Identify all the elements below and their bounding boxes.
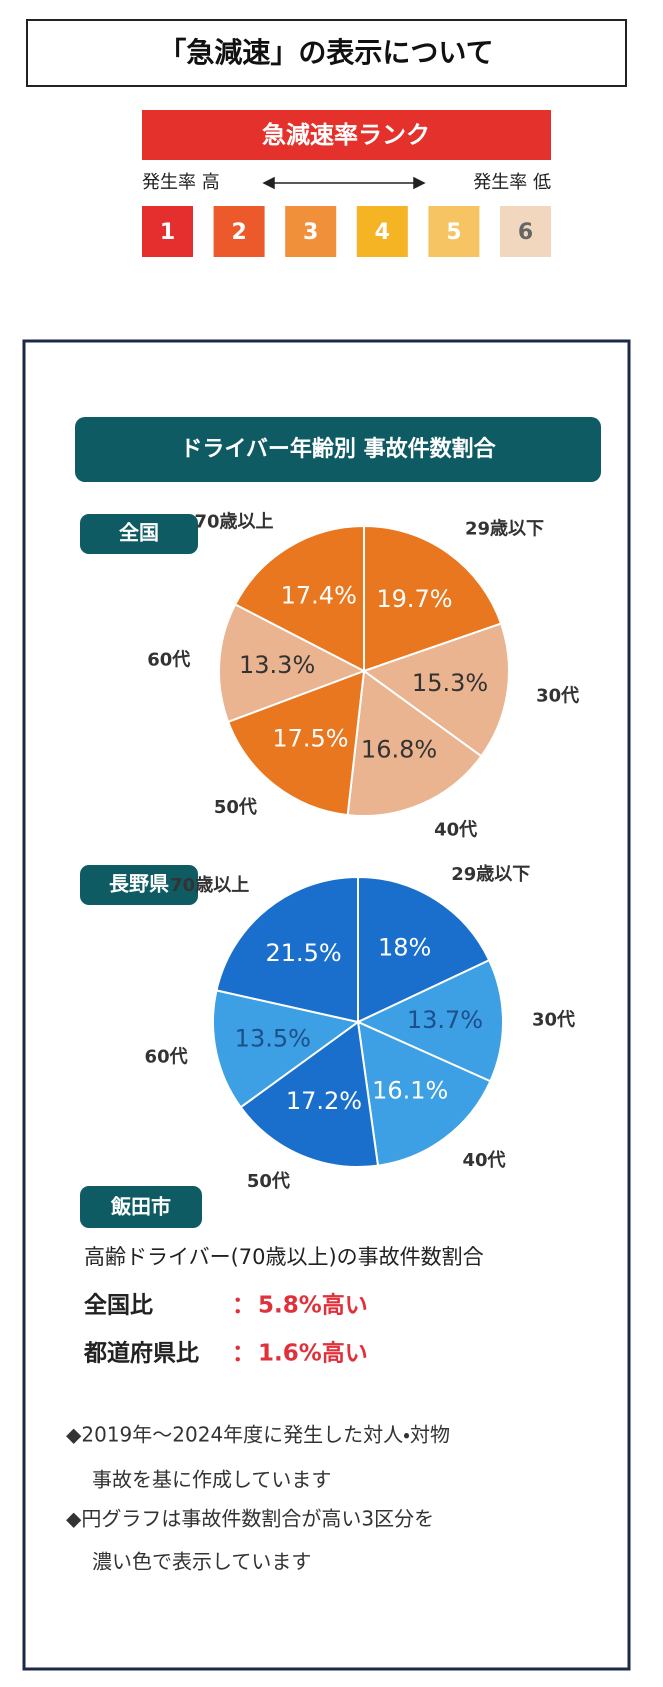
rank-header (142, 110, 551, 160)
category-label: 50代 (214, 797, 257, 818)
category-label: 30代 (536, 686, 579, 707)
rank-title: 急減速率ランク (262, 121, 430, 149)
slice-value-label: 13.5% (235, 1025, 311, 1053)
category-label: 50代 (247, 1171, 290, 1192)
rank-number: 4 (375, 220, 390, 245)
iida-label: 飯田市 (110, 1195, 171, 1219)
region-label: 全国 (119, 521, 159, 545)
pie-slice (215, 875, 359, 1024)
region-badge (80, 865, 198, 905)
panel-header (75, 417, 601, 482)
category-label: 70歳以上 (194, 511, 273, 532)
slice-value-label: 13.3% (239, 651, 315, 679)
iida-badge (80, 1186, 202, 1228)
pie-slice (212, 989, 361, 1109)
pie-slice (226, 669, 366, 817)
category-label: 30代 (532, 1009, 575, 1030)
category-label: 60代 (145, 1046, 188, 1067)
row-label: 全国比 (84, 1293, 153, 1319)
rank-box (356, 206, 408, 257)
rank-number: 2 (231, 220, 246, 245)
rank-box (213, 206, 265, 257)
category-label: 40代 (462, 1150, 505, 1171)
pie-slice (361, 622, 510, 758)
rank-number: 3 (303, 220, 318, 245)
note: ◆円グラフは事故件数割合が高い3区分を (66, 1507, 434, 1531)
panel-title: ドライバー年齢別 事故件数割合 (180, 436, 496, 462)
note: 濃い色で表示しています (92, 1550, 311, 1574)
rank-number: 6 (518, 220, 533, 245)
row-value: 1.6%高い (258, 1341, 368, 1367)
rank-box (500, 206, 551, 257)
high-label: 発生率 高 (142, 172, 220, 193)
pie-slice (355, 958, 504, 1083)
pie-slice (346, 669, 483, 817)
slice-value-label: 16.8% (361, 736, 437, 764)
pie-slice (233, 524, 365, 673)
row-sep: ： (232, 1293, 255, 1319)
region-label: 長野県 (109, 872, 169, 896)
category-label: 29歳以下 (451, 864, 530, 885)
title-box (26, 19, 627, 87)
row-value: 5.8%高い (258, 1293, 368, 1319)
row-label: 都道府県比 (83, 1340, 199, 1367)
low-label: 発生率 低 (473, 172, 551, 193)
category-label: 40代 (434, 819, 477, 840)
pie-slice (356, 1020, 492, 1167)
slice-value-label: 16.1% (372, 1077, 448, 1105)
iida-heading: 高齢ドライバー(70歳以上)の事故件数割合 (84, 1245, 484, 1269)
rank-box (142, 206, 193, 257)
row-sep: ： (232, 1341, 255, 1367)
pie-slice (218, 603, 367, 724)
category-label: 70歳以上 (170, 875, 249, 896)
pie-slice (239, 1020, 380, 1169)
slice-value-label: 19.7% (376, 585, 452, 613)
note: 事故を基に作成しています (92, 1468, 331, 1492)
slice-value-label: 17.4% (281, 582, 357, 610)
slice-value-label: 17.2% (286, 1087, 362, 1115)
category-label: 29歳以下 (465, 518, 544, 539)
note: ◆2019年～2024年度に発生した対人・対物 (66, 1423, 450, 1447)
slice-value-label: 15.3% (412, 669, 488, 697)
region-badge (80, 514, 198, 554)
rank-box (285, 206, 337, 257)
slice-value-label: 13.7% (407, 1006, 483, 1034)
rank-box (428, 206, 480, 257)
pie-slice (357, 875, 491, 1024)
category-label: 60代 (147, 650, 190, 671)
title: 「急減速」の表示について (158, 36, 493, 69)
slice-value-label: 21.5% (265, 939, 341, 967)
rank-number: 1 (160, 220, 175, 245)
arrow (262, 176, 426, 190)
slice-value-label: 18% (378, 934, 431, 962)
slice-value-label: 17.5% (272, 725, 348, 753)
rank-number: 5 (446, 220, 461, 245)
